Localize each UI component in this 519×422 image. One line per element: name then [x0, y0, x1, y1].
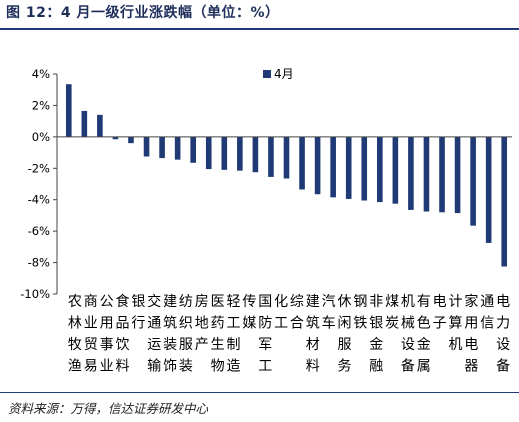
- bar: [485, 136, 492, 243]
- y-tick-label: 0%: [32, 130, 50, 144]
- y-tick-label: -4%: [28, 193, 50, 207]
- x-axis-labels: 农林牧渔商业贸易公用事业食品饮料银行交通运输建筑装饰纺织服装房地产医药生物轻工制…: [68, 293, 510, 375]
- bar: [439, 136, 445, 213]
- x-tick-label: 机械设备: [401, 294, 415, 375]
- x-tick-label: 医药生物: [211, 294, 225, 375]
- bar: [314, 136, 321, 195]
- y-tick-label: 2%: [32, 98, 50, 112]
- y-tick-label: -10%: [20, 287, 50, 301]
- bar: [470, 136, 476, 226]
- bottom-rule: [0, 392, 519, 393]
- bar: [65, 84, 72, 137]
- bar: [205, 136, 212, 170]
- x-tick-label: 家用电器: [464, 293, 478, 375]
- bar: [283, 136, 290, 179]
- legend: 4月: [263, 67, 294, 81]
- bar: [345, 136, 352, 199]
- x-tick-label: 电力设备: [496, 294, 510, 375]
- x-tick-label: 计算机: [449, 294, 463, 353]
- bar: [159, 136, 165, 159]
- bar: [97, 114, 103, 137]
- x-tick-label: 农林牧渔: [68, 294, 82, 375]
- bar: [361, 136, 368, 201]
- bar: [299, 136, 305, 190]
- y-tick-label: -2%: [28, 161, 50, 175]
- y-tick-label: 4%: [32, 67, 50, 81]
- x-tick-label: 化工: [274, 294, 288, 332]
- x-tick-label: 综合: [290, 294, 304, 332]
- x-tick-label: 通信: [480, 294, 494, 332]
- figure-title: 图 12：4 月一级行业涨跌幅（单位：%）: [6, 5, 280, 21]
- bar: [423, 136, 430, 212]
- x-tick-label: 国防军工: [258, 294, 272, 375]
- y-axis: 4% 2% 0% -2% -4% -6% -8% -10%: [20, 67, 57, 301]
- bar: [408, 136, 414, 210]
- source-note: 资料来源：万得，信达证券研发中心: [8, 401, 209, 416]
- x-tick-label: 钢铁: [353, 294, 367, 332]
- bar: [392, 136, 399, 204]
- bar: [268, 136, 274, 177]
- bar: [81, 110, 88, 137]
- top-rule: [0, 28, 519, 30]
- legend-label: 4月: [274, 67, 294, 81]
- bars: [65, 84, 508, 267]
- bar: [501, 136, 508, 267]
- bar: [190, 136, 196, 163]
- y-tick-label: -6%: [28, 224, 50, 238]
- x-tick-label: 公用事业: [100, 294, 114, 375]
- y-tick-label: -8%: [28, 256, 50, 270]
- bar-chart: 4% 2% 0% -2% -4% -6% -8% -10% 农林牧渔商业贸易公用事业食品饮料银…: [20, 67, 512, 375]
- x-tick-label: 轻工制造: [227, 294, 241, 375]
- x-tick-label: 银行: [131, 294, 145, 332]
- x-tick-label: 电子: [433, 294, 447, 332]
- bar: [252, 136, 259, 173]
- bar: [174, 136, 181, 160]
- x-tick-label: 建筑装饰: [163, 294, 177, 375]
- bar: [221, 136, 228, 170]
- bar: [237, 136, 243, 171]
- x-tick-label: 休闲服务: [338, 294, 352, 375]
- x-tick-label: 房地产: [195, 294, 209, 353]
- bar: [112, 136, 119, 140]
- x-tick-label: 建筑材料: [306, 294, 320, 375]
- bar: [143, 136, 150, 157]
- x-tick-label: 食品饮料: [116, 293, 130, 375]
- bar: [377, 136, 383, 203]
- bar: [330, 136, 336, 198]
- x-tick-label: 传媒: [242, 294, 256, 332]
- x-tick-label: 商业贸易: [84, 294, 98, 375]
- x-tick-label: 纺织服装: [179, 294, 193, 375]
- x-tick-label: 煤炭: [385, 294, 399, 332]
- x-tick-label: 汽车: [322, 294, 336, 332]
- legend-swatch: [263, 70, 271, 78]
- bar: [454, 136, 461, 214]
- x-tick-label: 交通运输: [147, 293, 161, 375]
- x-tick-label: 非银金融: [369, 294, 383, 375]
- bar: [128, 136, 134, 144]
- x-tick-label: 有色金属: [417, 294, 431, 375]
- axes: [56, 74, 512, 294]
